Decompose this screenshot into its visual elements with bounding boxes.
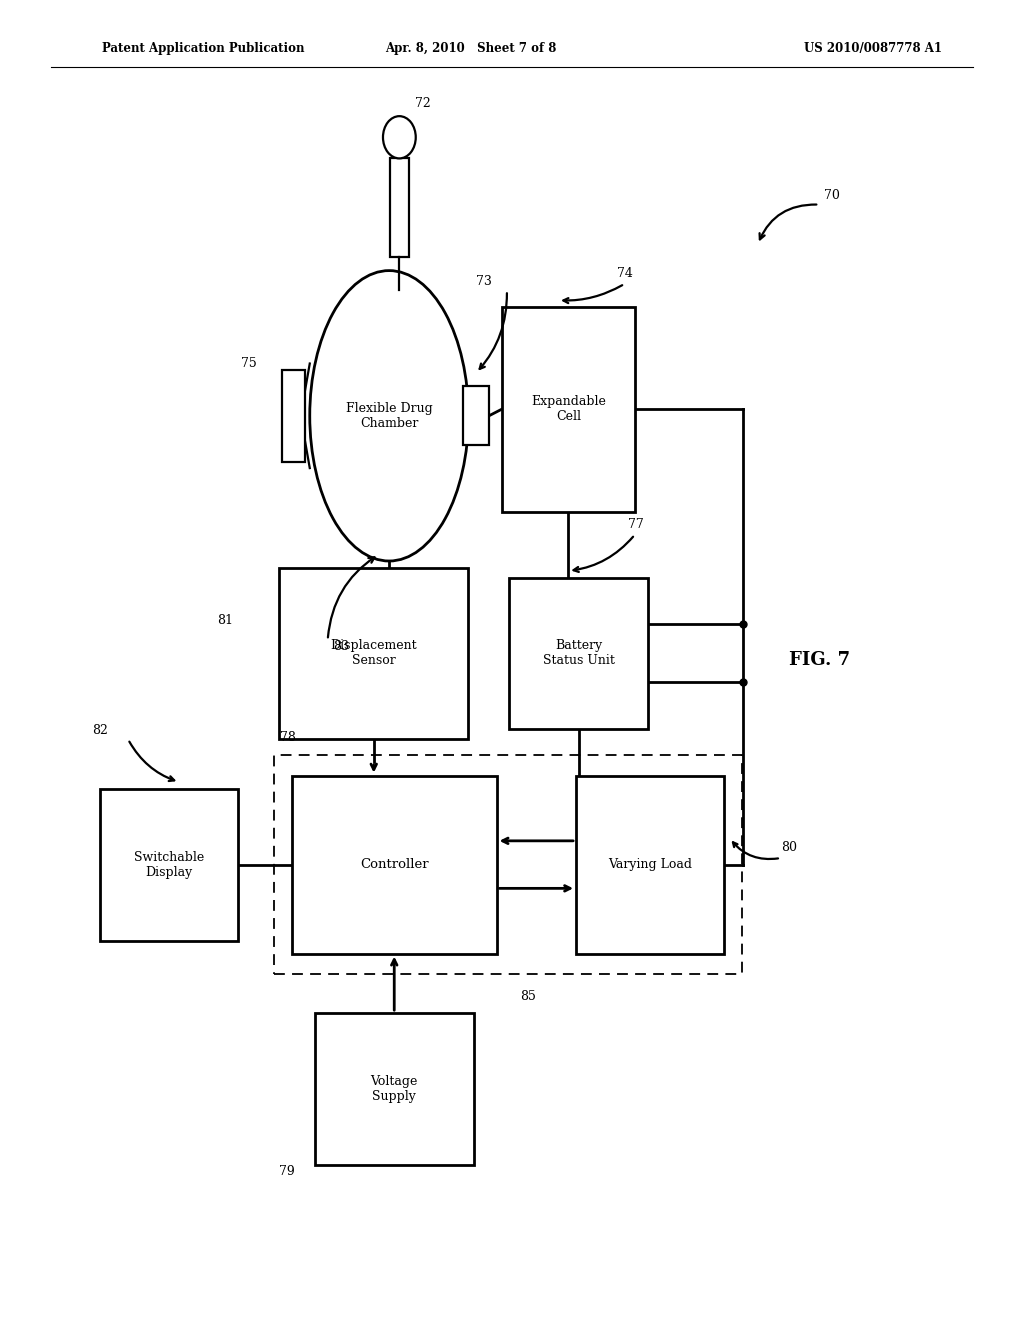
Bar — [575, 776, 725, 953]
Text: 72: 72 — [415, 96, 430, 110]
Bar — [100, 789, 238, 940]
Bar — [509, 578, 647, 729]
Text: Switchable
Display: Switchable Display — [134, 850, 204, 879]
Text: Varying Load: Varying Load — [608, 858, 692, 871]
Bar — [282, 370, 305, 462]
Text: Battery
Status Unit: Battery Status Unit — [543, 639, 614, 668]
Text: 79: 79 — [279, 1166, 295, 1177]
Text: Patent Application Publication: Patent Application Publication — [102, 42, 305, 55]
Bar — [390, 158, 409, 257]
Text: 81: 81 — [217, 614, 233, 627]
Text: 73: 73 — [476, 275, 493, 288]
Text: Controller: Controller — [359, 858, 429, 871]
Bar — [274, 755, 742, 974]
Text: FIG. 7: FIG. 7 — [788, 651, 850, 669]
Ellipse shape — [309, 271, 469, 561]
Text: 77: 77 — [628, 517, 643, 531]
Bar — [463, 385, 489, 445]
Text: US 2010/0087778 A1: US 2010/0087778 A1 — [804, 42, 942, 55]
Text: Voltage
Supply: Voltage Supply — [371, 1074, 418, 1104]
Text: 78: 78 — [280, 731, 296, 744]
Text: Apr. 8, 2010   Sheet 7 of 8: Apr. 8, 2010 Sheet 7 of 8 — [385, 42, 557, 55]
Text: 80: 80 — [781, 841, 797, 854]
Text: Flexible Drug
Chamber: Flexible Drug Chamber — [346, 401, 432, 430]
Text: Displacement
Sensor: Displacement Sensor — [331, 639, 417, 668]
Circle shape — [383, 116, 416, 158]
Text: 74: 74 — [617, 267, 634, 280]
Bar — [502, 308, 635, 512]
Bar — [279, 568, 468, 739]
Text: Expandable
Cell: Expandable Cell — [530, 395, 606, 424]
Bar — [315, 1014, 473, 1166]
Bar — [292, 776, 497, 953]
Text: 70: 70 — [824, 189, 841, 202]
Text: 85: 85 — [520, 990, 537, 1003]
Text: 83: 83 — [333, 640, 349, 653]
Text: 75: 75 — [241, 356, 256, 370]
Text: 82: 82 — [92, 723, 109, 737]
